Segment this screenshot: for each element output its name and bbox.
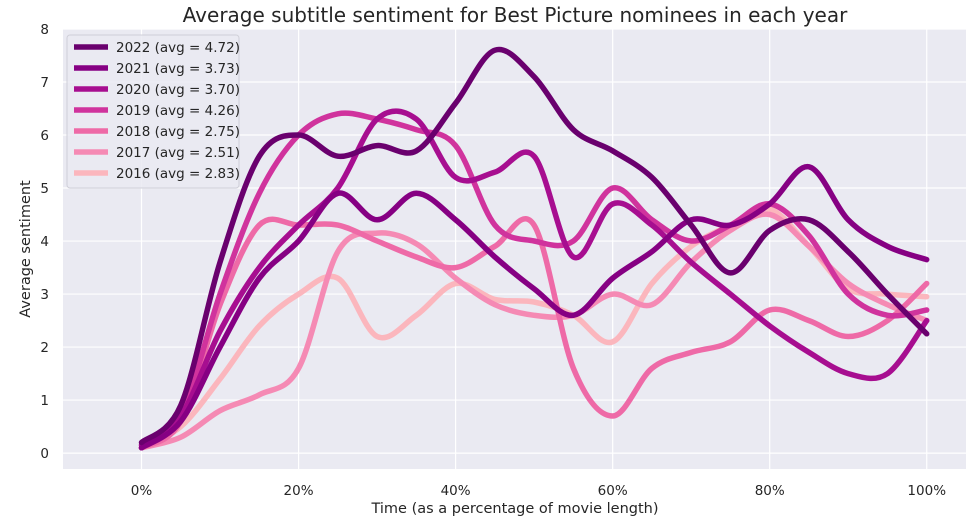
x-tick-label: 0% xyxy=(131,483,153,499)
legend: 2022 (avg = 4.72) 2021 (avg = 3.73) 2020 (… xyxy=(66,34,240,189)
legend-label: 2018 (avg = 2.75) xyxy=(116,124,240,140)
y-axis-ticks: 0 1 2 3 4 5 6 7 8 xyxy=(40,22,49,462)
y-tick-label: 2 xyxy=(40,340,49,356)
y-tick-label: 6 xyxy=(40,128,49,144)
x-tick-label: 20% xyxy=(284,483,314,499)
y-tick-label: 7 xyxy=(40,75,49,91)
chart-title: Average subtitle sentiment for Best Pict… xyxy=(183,3,848,27)
y-tick-label: 8 xyxy=(40,22,49,38)
legend-label: 2017 (avg = 2.51) xyxy=(116,145,240,161)
x-tick-label: 80% xyxy=(755,483,785,499)
y-tick-label: 5 xyxy=(40,181,49,197)
x-tick-label: 100% xyxy=(907,483,946,499)
y-tick-label: 4 xyxy=(40,234,49,250)
legend-label: 2022 (avg = 4.72) xyxy=(116,40,240,56)
x-tick-label: 60% xyxy=(598,483,628,499)
y-tick-label: 3 xyxy=(40,287,49,303)
series-line-2022 xyxy=(138,46,930,446)
x-axis-ticks: 0% 20% 40% 60% 80% 100% xyxy=(131,483,946,499)
series-line-2018 xyxy=(138,216,930,451)
legend-box xyxy=(66,34,240,189)
y-tick-label: 1 xyxy=(40,393,49,409)
legend-label: 2016 (avg = 2.83) xyxy=(116,166,240,182)
x-axis-label: Time (as a percentage of movie length) xyxy=(370,501,658,517)
series-line-2020 xyxy=(138,108,930,448)
y-tick-label: 0 xyxy=(40,446,49,462)
legend-label: 2019 (avg = 4.26) xyxy=(116,103,240,119)
series-lines xyxy=(138,46,930,451)
legend-label: 2021 (avg = 3.73) xyxy=(116,61,240,77)
y-axis-label: Average sentiment xyxy=(18,180,34,318)
series-line-2021 xyxy=(138,164,930,451)
x-tick-label: 40% xyxy=(441,483,471,499)
legend-label: 2020 (avg = 3.70) xyxy=(116,82,240,98)
series-line-2017 xyxy=(138,211,930,451)
